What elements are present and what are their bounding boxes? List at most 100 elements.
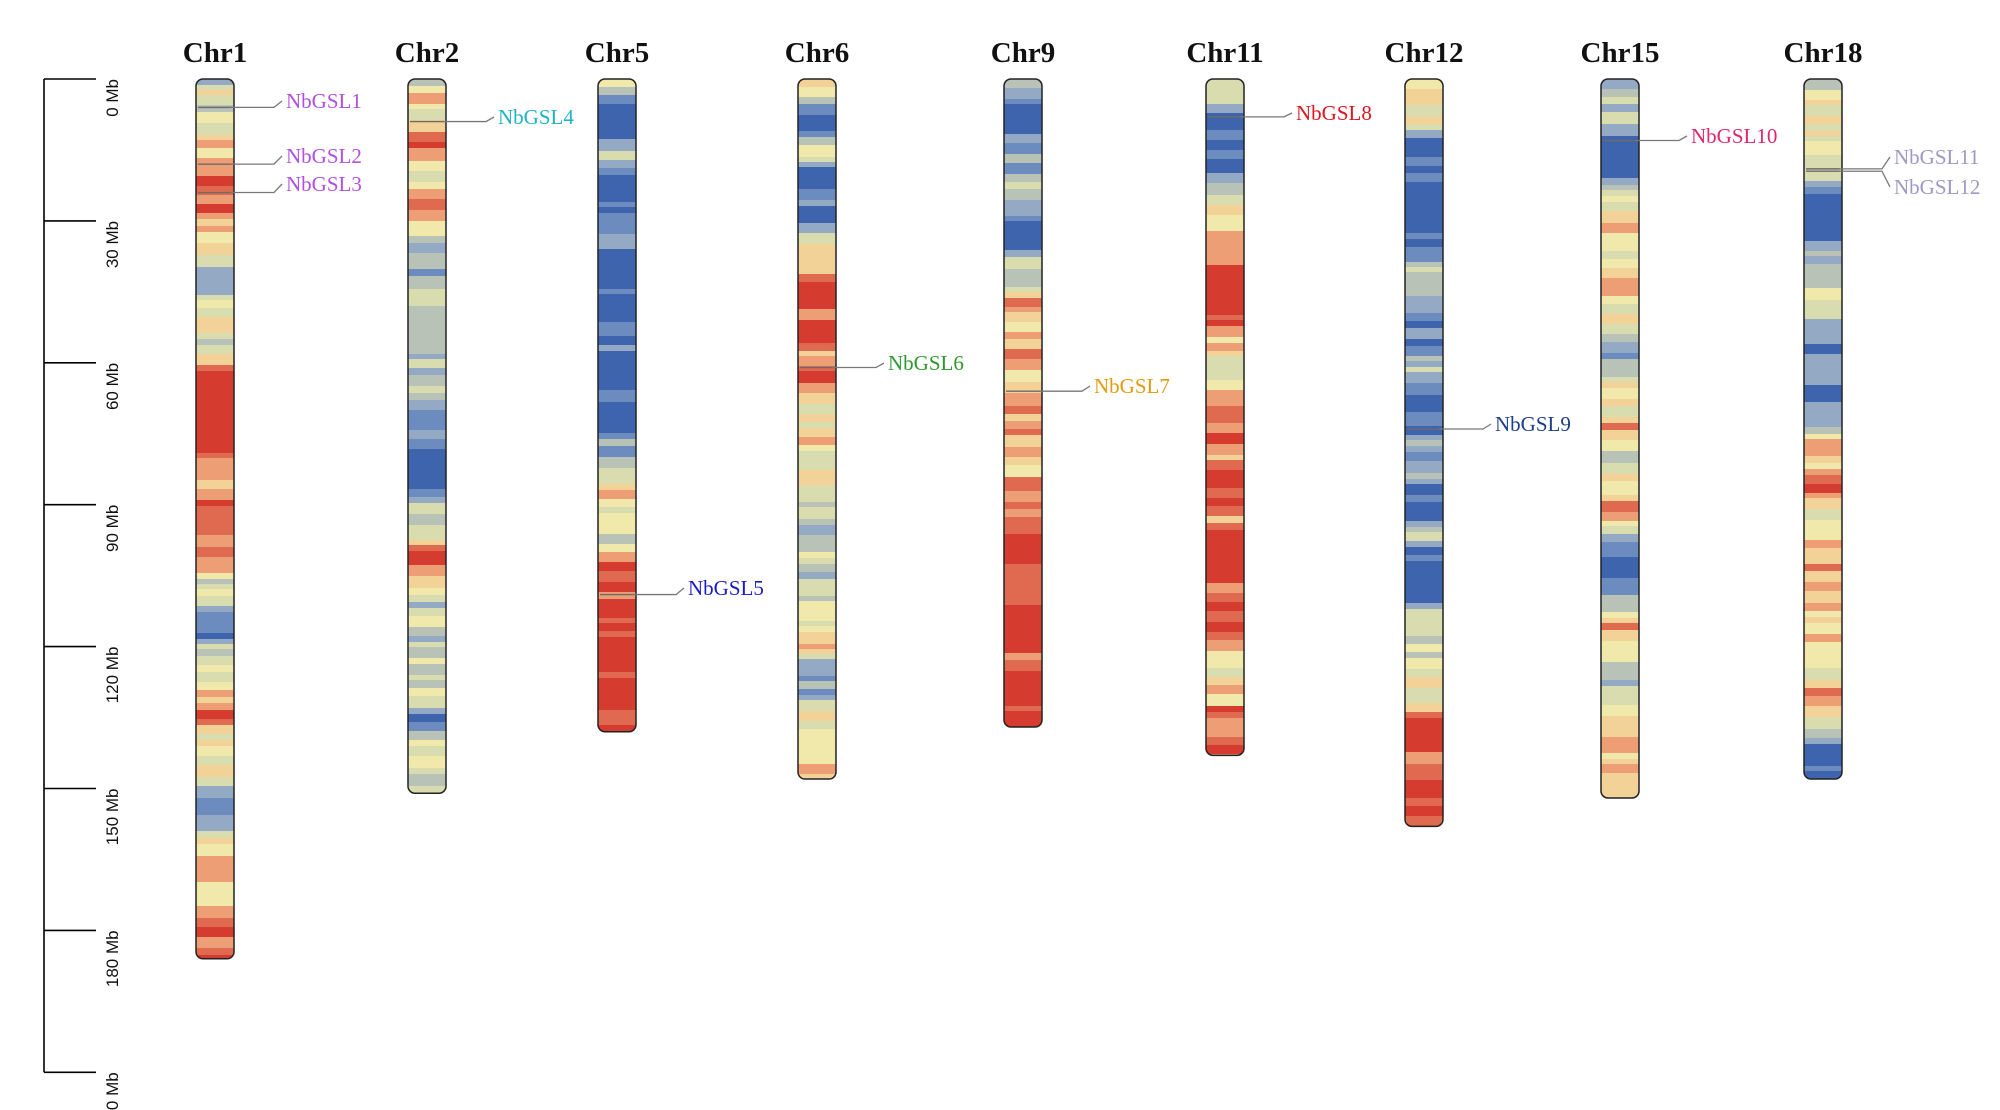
density-band [1405, 173, 1443, 183]
density-band [408, 410, 446, 423]
density-band [408, 636, 446, 643]
density-band [196, 803, 234, 816]
density-band [408, 658, 446, 665]
density-band [1601, 495, 1639, 502]
density-band [1804, 766, 1842, 772]
density-band [598, 306, 636, 317]
density-band [1601, 612, 1639, 619]
density-band [798, 451, 836, 462]
density-band [598, 479, 636, 485]
density-band [1405, 361, 1443, 368]
density-band [196, 255, 234, 268]
density-band [1405, 598, 1443, 604]
density-band [1004, 398, 1042, 407]
density-band [1004, 502, 1042, 510]
density-band [1405, 321, 1443, 329]
density-band [196, 831, 234, 839]
density-band [1004, 235, 1042, 241]
density-band [1405, 383, 1443, 396]
density-band [196, 596, 234, 607]
density-band [196, 697, 234, 704]
density-band [408, 642, 446, 648]
density-band [1601, 423, 1639, 431]
density-band [1206, 255, 1244, 266]
density-band [598, 360, 636, 372]
density-band [1206, 79, 1244, 89]
density-band [1004, 564, 1042, 572]
density-band [1405, 328, 1443, 340]
density-band [798, 626, 836, 633]
density-band [196, 371, 234, 382]
density-band [598, 446, 636, 458]
density-band [1804, 659, 1842, 669]
density-band [1004, 250, 1042, 258]
density-band [798, 244, 836, 251]
density-band [1004, 79, 1042, 89]
density-band [1206, 662, 1244, 669]
density-band [196, 148, 234, 159]
density-band [408, 132, 446, 143]
density-band [598, 660, 636, 673]
density-band [196, 584, 234, 590]
density-band [408, 243, 446, 254]
density-band [798, 729, 836, 737]
density-band [1804, 628, 1842, 635]
density-band [1206, 564, 1244, 576]
density-band [598, 490, 636, 500]
density-band [196, 955, 234, 959]
density-band [798, 189, 836, 201]
density-band [196, 703, 234, 711]
density-band [1004, 182, 1042, 190]
chromosome-outline [195, 78, 235, 960]
density-band [1206, 337, 1244, 344]
density-band [798, 343, 836, 352]
density-band [196, 589, 234, 597]
density-band [1405, 484, 1443, 491]
density-band [408, 497, 446, 504]
density-band [408, 104, 446, 110]
density-band [408, 551, 446, 561]
density-band [1804, 603, 1842, 612]
density-band [1405, 806, 1443, 817]
density-band [1004, 269, 1042, 278]
density-band [1601, 112, 1639, 125]
density-band [598, 725, 636, 732]
chromosome-chr1: Chr1 NbGSL1 NbGSL2 NbGSL3 [183, 37, 362, 960]
density-band [408, 386, 446, 394]
density-band [1004, 200, 1042, 209]
density-band [196, 765, 234, 778]
density-band [1206, 164, 1244, 174]
density-band [1206, 439, 1244, 445]
density-band [1004, 716, 1042, 727]
density-band [1004, 312, 1042, 323]
density-band [1004, 509, 1042, 518]
density-band [1004, 406, 1042, 415]
density-band [1405, 96, 1443, 106]
density-band [408, 430, 446, 440]
density-band [598, 608, 636, 619]
density-band [1206, 215, 1244, 225]
density-band [1206, 104, 1244, 114]
density-band [1804, 124, 1842, 132]
density-band [1004, 382, 1042, 394]
density-band [1601, 669, 1639, 681]
density-band [1206, 113, 1244, 125]
density-band [1601, 641, 1639, 653]
density-band [196, 170, 234, 177]
density-band [1601, 578, 1639, 587]
density-band [408, 375, 446, 387]
density-band [1206, 93, 1244, 105]
density-band [1405, 532, 1443, 542]
density-band [1405, 461, 1443, 474]
density-band [1206, 390, 1244, 401]
density-band [598, 316, 636, 323]
density-band [1601, 705, 1639, 717]
density-band [1804, 251, 1842, 257]
density-band [598, 271, 636, 284]
density-band [196, 918, 234, 928]
density-band [1804, 187, 1842, 195]
density-band [1004, 88, 1042, 100]
density-band [408, 313, 446, 323]
density-band [1004, 465, 1042, 478]
chromosome-title: Chr6 [785, 37, 849, 69]
